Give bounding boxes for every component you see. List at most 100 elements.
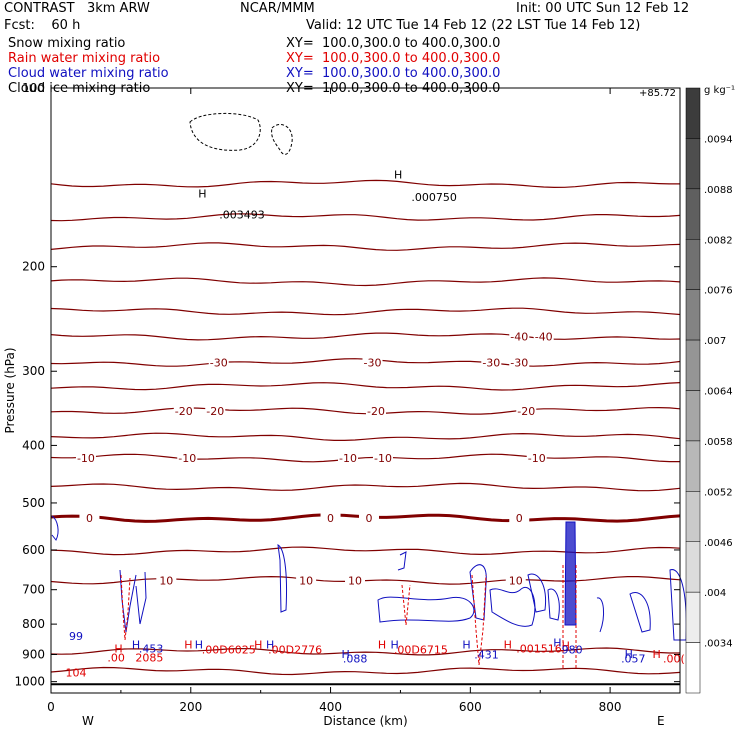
temperature-contours: -40 -40 -30 -30 -30 -30 -20 -20 -20 -20 -10 -10 -10 -… [50, 179, 681, 676]
cloud-water-contour [489, 587, 536, 627]
field-annotation: H [462, 639, 470, 652]
x-tick-label: 0 [47, 700, 55, 714]
colorbar-label: .004 [704, 588, 726, 599]
y-tick-label: 100 [22, 81, 45, 95]
y-tick-label: 300 [22, 364, 45, 378]
field-annotation: H [195, 639, 203, 652]
contour-label: -10 [77, 452, 95, 465]
contour-label-bg [509, 330, 530, 342]
init-time: Init: 00 UTC Sun 12 Feb 12 [516, 1, 690, 16]
contour-label-bg [362, 356, 383, 368]
model-title: CONTRAST 3km ARW [4, 1, 150, 16]
colorbar-label: .0064 [704, 387, 733, 398]
y-tick-label: 1000 [14, 675, 45, 689]
y-tick-label: 600 [22, 543, 45, 557]
contour-label-bg [526, 451, 547, 463]
field-xy-rain: XY= 100.0,300.0 to 400.0,300.0 [286, 51, 501, 66]
colorbar-label: .0088 [704, 185, 733, 196]
cloud-water-contour [596, 597, 605, 633]
x-axis-title: Distance (km) [323, 714, 407, 728]
contour-label-bg [79, 511, 100, 523]
colorbar-segment [685, 87, 701, 139]
field-annotation: .000750 [411, 191, 457, 204]
contour-label-bg [509, 511, 530, 523]
contour-label: -20 [206, 405, 224, 418]
field-annotation: H [184, 639, 192, 652]
isotherm-line [50, 382, 681, 391]
contour-label-bg [177, 451, 198, 463]
snow-blob [189, 112, 261, 151]
field-annotation: .001516 [516, 642, 562, 655]
y-tick-label: 800 [22, 617, 45, 631]
contour-label: -20 [367, 405, 385, 418]
contour-label: -30 [210, 357, 228, 370]
colorbar-segment [685, 591, 701, 643]
plot-frame [50, 87, 681, 694]
field-annotation: 980 [562, 644, 583, 657]
field-annotation: H [504, 639, 512, 652]
contour-label: -10 [528, 452, 546, 465]
field-annotation: .00 [107, 652, 125, 665]
field-name-cloud-water: Cloud water mixing ratio [8, 66, 169, 81]
contour-label: 0 [516, 512, 523, 525]
colorbar-segment [685, 491, 701, 543]
colorbar: .0094 .0088 .0082 .0076 .007 .0064 .0058 .0052.… [685, 87, 733, 694]
contour-label: -10 [178, 452, 196, 465]
field-annotation: .00D6025 [202, 644, 256, 657]
colorbar-label: .0058 [704, 437, 733, 448]
field-annotation: 104 [65, 666, 86, 679]
y-tick-label: 900 [22, 647, 45, 661]
colorbar-label: .007 [704, 336, 726, 347]
contour-label: 10 [509, 574, 523, 587]
isotherm-line [50, 546, 681, 556]
contour-label-bg [338, 451, 359, 463]
field-annotation: 99 [69, 630, 83, 643]
contour-label-bg [365, 404, 386, 416]
valid-time: Valid: 12 UTC Tue 14 Feb 12 (22 LST Tue … [306, 18, 641, 33]
colorbar-segment [685, 188, 701, 240]
cloud-water-contour [135, 571, 147, 625]
field-annotation: .00D2776 [268, 644, 322, 657]
colorbar-segment [685, 390, 701, 442]
y-tick-label: 700 [22, 583, 45, 597]
colorbar-segment [685, 541, 701, 593]
x-tick-label: 200 [179, 700, 202, 714]
org-label: NCAR/MMM [240, 1, 315, 16]
contour-label: 10 [348, 574, 362, 587]
field-name-snow: Snow mixing ratio [8, 36, 126, 51]
isotherm-line [50, 647, 680, 656]
cloud-water-contour [547, 588, 560, 621]
contour-label-bg [173, 404, 194, 416]
contour-label-bg [533, 330, 554, 342]
contour-label: -20 [517, 405, 535, 418]
colorbar-label: .0076 [704, 286, 733, 297]
colorbar-segment [685, 289, 701, 341]
colorbar-segment [685, 339, 701, 391]
contour-label-bg [320, 511, 341, 523]
cloud-water-contour [564, 521, 577, 626]
cloud-water-contour [397, 551, 407, 571]
contour-label-bg [358, 511, 379, 523]
y-axis-title: Pressure (hPa) [3, 347, 17, 433]
field-annotation: .088 [343, 652, 368, 665]
contour-label-bg [372, 451, 393, 463]
field-annotation: .00( [663, 652, 685, 665]
y-tick-label: 500 [22, 496, 45, 510]
colorbar-label: .0052 [704, 487, 733, 498]
contour-label: -40 [535, 330, 553, 343]
contour-label: 0 [365, 512, 372, 525]
field-annotation: H [394, 168, 402, 181]
field-xy-snow: XY= 100.0,300.0 to 400.0,300.0 [286, 36, 501, 51]
rain-dashed-contour [120, 574, 131, 641]
field-annotation: 2085 [135, 652, 163, 665]
contour-label-bg [481, 356, 502, 368]
field-annotation: .003493 [219, 209, 265, 222]
isotherm-line [50, 213, 681, 222]
isotherm-line [50, 406, 681, 415]
contour-label-bg [296, 574, 317, 586]
field-xy-cloud-water: XY= 100.0,300.0 to 400.0,300.0 [286, 66, 501, 81]
isotherm-line [50, 332, 681, 341]
field-annotation: .453 [139, 642, 164, 655]
field-name-rain: Rain water mixing ratio [8, 51, 161, 66]
